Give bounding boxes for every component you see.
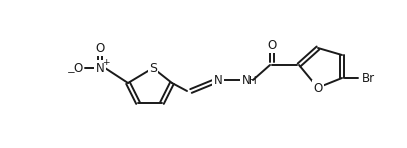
Text: O: O — [313, 82, 323, 95]
Text: O: O — [73, 62, 83, 74]
Text: −: − — [67, 68, 75, 78]
Text: N: N — [242, 74, 250, 86]
Text: S: S — [149, 62, 157, 74]
Text: +: + — [102, 58, 110, 66]
Text: O: O — [267, 38, 277, 52]
Text: Br: Br — [361, 71, 374, 85]
Text: H: H — [249, 76, 257, 86]
Text: N: N — [96, 62, 104, 74]
Text: O: O — [95, 41, 105, 54]
Text: N: N — [214, 74, 222, 86]
